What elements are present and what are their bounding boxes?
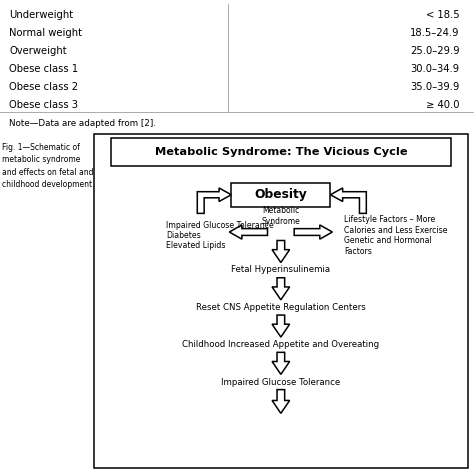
Text: Normal weight: Normal weight (9, 28, 82, 38)
Text: Overweight: Overweight (9, 46, 67, 56)
Text: Underweight: Underweight (9, 10, 73, 20)
Polygon shape (272, 352, 290, 374)
Text: Childhood Increased Appetite and Overeating: Childhood Increased Appetite and Overeat… (182, 340, 379, 349)
FancyBboxPatch shape (111, 138, 451, 166)
Text: ≥ 40.0: ≥ 40.0 (426, 100, 460, 110)
Polygon shape (272, 240, 290, 263)
Polygon shape (294, 225, 332, 239)
Text: Fig. 1—Schematic of
metabolic syndrome
and effects on fetal and
childhood develo: Fig. 1—Schematic of metabolic syndrome a… (2, 143, 94, 190)
Text: Obese class 1: Obese class 1 (9, 64, 79, 74)
Text: 30.0–34.9: 30.0–34.9 (410, 64, 460, 74)
Text: Note—Data are adapted from [2].: Note—Data are adapted from [2]. (9, 119, 156, 128)
Polygon shape (330, 188, 366, 213)
Text: Reset CNS Appetite Regulation Centers: Reset CNS Appetite Regulation Centers (196, 303, 366, 312)
Polygon shape (197, 188, 231, 213)
Polygon shape (272, 278, 290, 300)
Text: 25.0–29.9: 25.0–29.9 (410, 46, 460, 56)
Text: Fetal Hyperinsulinemia: Fetal Hyperinsulinemia (231, 265, 330, 274)
Text: Lifestyle Factors – More
Calories and Less Exercise
Genetic and Hormonal
Factors: Lifestyle Factors – More Calories and Le… (344, 215, 447, 255)
Text: Metabolic
Syndrome: Metabolic Syndrome (262, 206, 300, 226)
FancyBboxPatch shape (231, 183, 330, 207)
Text: Impaired Glucose Tolerance
Diabetes
Elevated Lipids: Impaired Glucose Tolerance Diabetes Elev… (166, 220, 274, 250)
Text: < 18.5: < 18.5 (426, 10, 460, 20)
Text: 35.0–39.9: 35.0–39.9 (410, 82, 460, 92)
Text: 18.5–24.9: 18.5–24.9 (410, 28, 460, 38)
Text: Obese class 2: Obese class 2 (9, 82, 79, 92)
FancyBboxPatch shape (94, 134, 468, 467)
Text: Metabolic Syndrome: The Vicious Cycle: Metabolic Syndrome: The Vicious Cycle (155, 147, 407, 157)
Polygon shape (272, 315, 290, 337)
Text: Obese class 3: Obese class 3 (9, 100, 79, 110)
Polygon shape (229, 225, 267, 239)
Text: Obesity: Obesity (255, 188, 307, 201)
Text: Impaired Glucose Tolerance: Impaired Glucose Tolerance (221, 378, 340, 387)
Polygon shape (272, 390, 290, 413)
